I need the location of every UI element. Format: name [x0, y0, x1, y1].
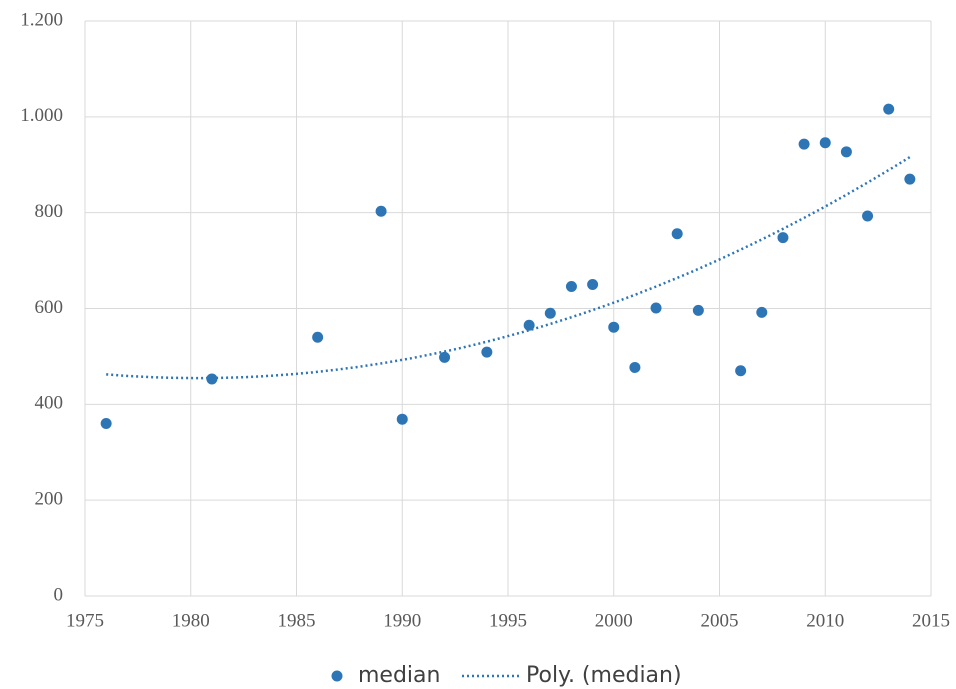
x-tick-label: 2005 — [701, 610, 739, 631]
point — [523, 319, 535, 331]
x-tick-label: 2000 — [595, 610, 633, 631]
point — [629, 361, 641, 373]
y-tick-label: 800 — [35, 201, 64, 222]
x-tick-label: 1990 — [383, 610, 421, 631]
point — [883, 103, 895, 115]
x-tick-label: 1995 — [489, 610, 527, 631]
x-tick-label: 2015 — [912, 610, 950, 631]
point — [100, 418, 112, 429]
y-tick-label: 600 — [35, 297, 64, 318]
y-tick-label: 200 — [35, 489, 64, 510]
legend-label: median — [358, 663, 440, 688]
point — [904, 173, 916, 185]
point — [798, 138, 810, 150]
point — [671, 228, 683, 240]
point — [862, 210, 874, 222]
point — [735, 365, 747, 377]
point — [608, 321, 620, 333]
point — [544, 307, 556, 319]
point — [396, 413, 408, 425]
point — [756, 306, 768, 318]
y-tick-label: 400 — [35, 393, 64, 414]
x-tick-label: 1975 — [66, 610, 104, 631]
point — [375, 205, 387, 217]
point — [587, 279, 599, 291]
trendline — [106, 156, 911, 380]
y-tick-label: 0 — [54, 584, 64, 605]
point — [840, 146, 852, 158]
x-tick-label: 2010 — [806, 610, 844, 631]
x-tick-label: 1980 — [172, 610, 210, 631]
y-tick-label: 1.200 — [20, 9, 63, 30]
legend-marker — [331, 670, 343, 682]
legend-label: Poly. (median) — [526, 663, 682, 688]
point — [777, 232, 789, 244]
x-tick-label: 1985 — [278, 610, 316, 631]
y-tick-label: 1.000 — [20, 105, 63, 126]
point — [439, 351, 451, 363]
point — [206, 373, 218, 385]
point — [312, 331, 324, 343]
point — [692, 304, 704, 316]
point — [650, 302, 662, 314]
point — [565, 280, 577, 292]
point — [481, 346, 493, 358]
point — [819, 137, 831, 149]
